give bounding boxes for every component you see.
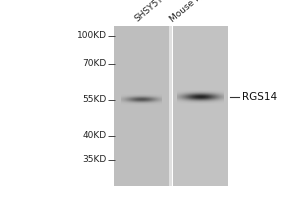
Text: 70KD: 70KD — [82, 60, 106, 68]
Text: RGS14: RGS14 — [242, 92, 277, 102]
Text: 55KD: 55KD — [82, 96, 106, 104]
Text: 40KD: 40KD — [82, 132, 106, 140]
Text: SHSY5Y: SHSY5Y — [133, 0, 165, 24]
Text: Mouse kidney: Mouse kidney — [168, 0, 222, 24]
Bar — [172, 26, 228, 186]
Text: 35KD: 35KD — [82, 156, 106, 164]
Text: 100KD: 100KD — [76, 31, 106, 40]
Bar — [114, 26, 170, 186]
Bar — [169, 26, 172, 186]
